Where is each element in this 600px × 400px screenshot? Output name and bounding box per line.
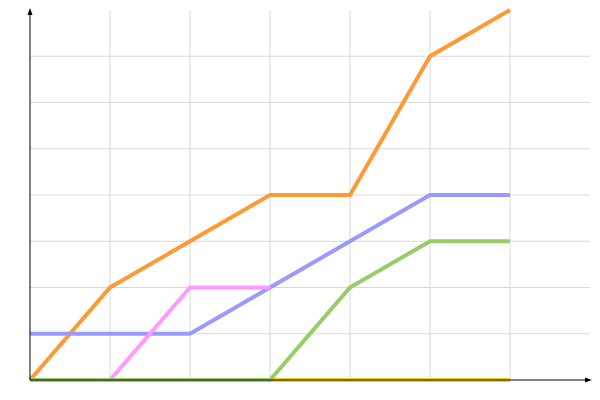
axes (27, 8, 592, 383)
series-line-3 (108, 285, 270, 382)
y-axis-arrow (27, 8, 33, 15)
x-axis-arrow (585, 377, 592, 383)
series-line-1 (28, 8, 512, 382)
